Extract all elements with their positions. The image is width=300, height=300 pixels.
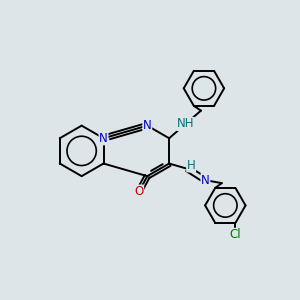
Text: N: N	[99, 132, 108, 145]
Text: NH: NH	[177, 118, 194, 130]
Text: Cl: Cl	[230, 228, 241, 241]
Text: O: O	[134, 185, 144, 198]
Text: N: N	[143, 119, 152, 132]
Text: N: N	[201, 174, 210, 187]
Text: H: H	[187, 159, 196, 172]
